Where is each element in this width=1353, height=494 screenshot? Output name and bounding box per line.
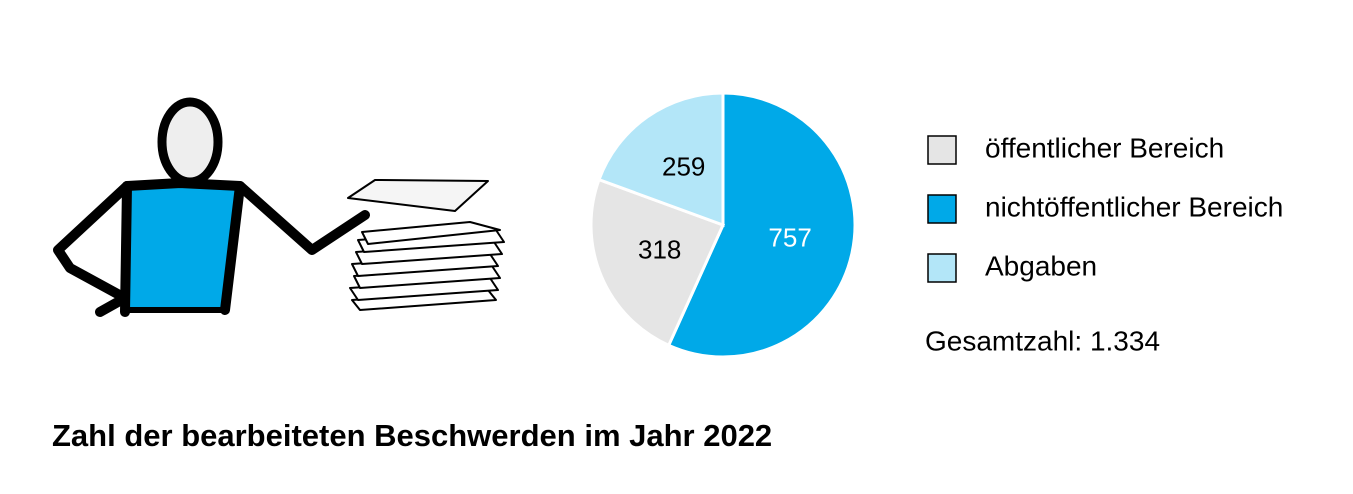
annotation: Gesamtzahl: 1.334 [925, 325, 1160, 356]
illustration [53, 97, 505, 317]
pie-slice [666, 91, 857, 359]
data-label: 259 [662, 152, 705, 182]
data-label: 318 [638, 234, 681, 264]
legend: öffentlicher Bereich nichtöffentlicher Be… [927, 132, 1283, 283]
legend-label: nichtöffentlicher Bereich [985, 191, 1283, 222]
legend-label: Abgaben [985, 250, 1097, 281]
legend-swatch [927, 135, 957, 165]
legend-label: öffentlicher Bereich [985, 132, 1224, 163]
pie-slice [597, 91, 725, 228]
pie: 757 318 259 [589, 91, 857, 359]
legend-swatch [927, 194, 957, 224]
pie-slice [589, 177, 726, 348]
data-label: 757 [768, 222, 811, 252]
chart-title: Zahl der bearbeiteten Beschwerden im Jah… [52, 418, 772, 453]
legend-swatch [927, 253, 957, 283]
